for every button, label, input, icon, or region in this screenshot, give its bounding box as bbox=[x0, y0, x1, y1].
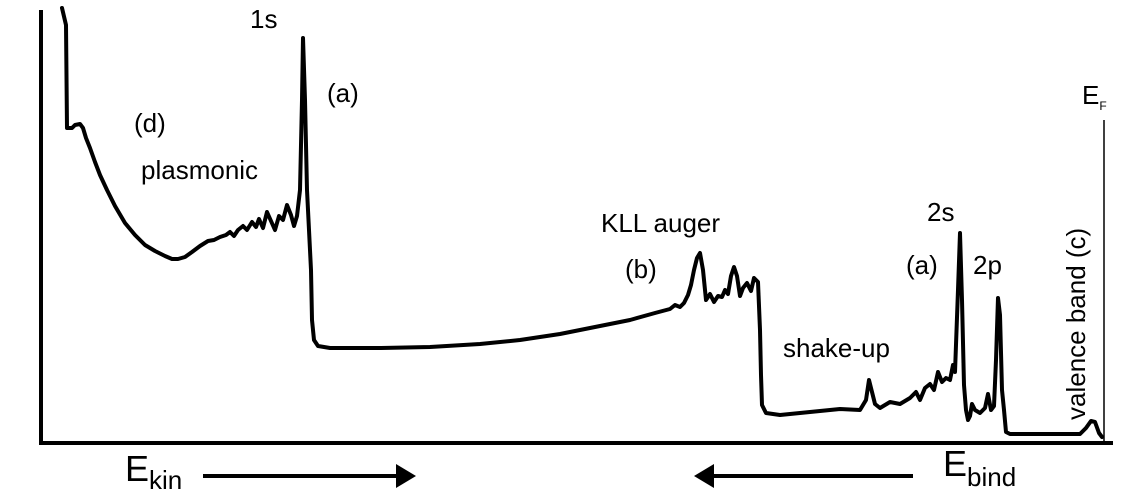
annotation-valence-band: valence band (c) bbox=[1061, 228, 1091, 420]
annotation-plasmonic: plasmonic bbox=[141, 155, 258, 185]
annotation-d: (d) bbox=[134, 108, 166, 138]
annotation-b: (b) bbox=[625, 254, 657, 284]
annotation-2p: 2p bbox=[973, 250, 1002, 280]
fermi-label: EF bbox=[1082, 80, 1107, 113]
annotation-2s: 2s bbox=[927, 197, 954, 227]
annotation-1s: 1s bbox=[250, 4, 277, 34]
annotation-kll-auger: KLL auger bbox=[601, 208, 720, 238]
ebind-arrow-head bbox=[694, 464, 714, 488]
ekin-arrow-head bbox=[396, 464, 416, 488]
annotation-a-1s: (a) bbox=[327, 78, 359, 108]
annotation-a-2s: (a) bbox=[906, 250, 938, 280]
ebind-label: Ebind bbox=[943, 443, 1016, 492]
ekin-label: Ekin bbox=[125, 448, 182, 495]
annotation-shake-up: shake-up bbox=[783, 333, 890, 363]
